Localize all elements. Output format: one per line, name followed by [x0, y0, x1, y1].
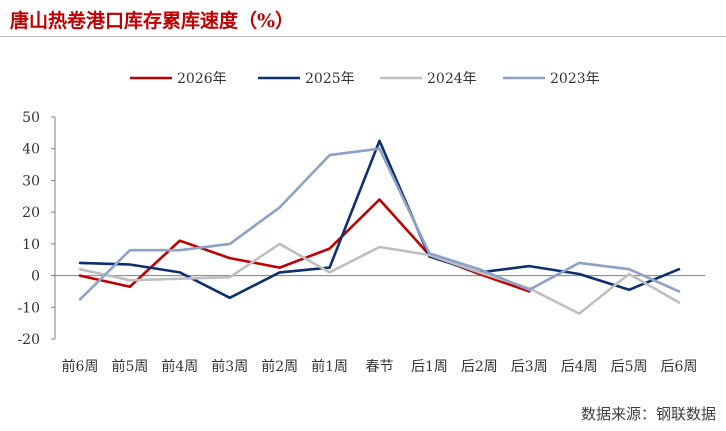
series-line-2025年 — [78, 139, 681, 300]
data-source: 数据来源：钢联数据 — [580, 405, 716, 423]
y-tick-label: 40 — [22, 142, 40, 158]
axes: -20 -10 0 10 20 30 40 50 前6周 前5周 前4周 前3周 前2周 前1周 春节 后1周… — [17, 110, 705, 375]
x-tick-label: 春节 — [366, 359, 394, 375]
x-tick-label: 后6周 — [661, 359, 698, 375]
x-tick-label: 前4周 — [161, 358, 198, 375]
title-divider — [0, 36, 726, 37]
y-tick-label: -20 — [17, 332, 40, 348]
x-tick-label: 后1周 — [411, 359, 448, 375]
chart-title: 唐山热卷港口库存累库速度（%） — [10, 10, 295, 32]
x-tick-label: 后4周 — [561, 359, 598, 375]
y-tick-label: -10 — [17, 300, 40, 316]
x-tick-label: 后5周 — [611, 359, 648, 375]
y-tick-label: 20 — [22, 205, 40, 221]
x-tick-label: 前6周 — [62, 358, 99, 375]
series-line-2023年 — [78, 147, 681, 301]
x-tick-label: 后3周 — [511, 359, 548, 375]
series-line-2026年 — [78, 198, 531, 293]
legend-label-2025年: 2025年 — [305, 71, 355, 87]
legend: 2026年 2025年 2024年 2023年 — [130, 71, 600, 87]
y-tick-label: 30 — [22, 173, 40, 189]
legend-label-2023年: 2023年 — [550, 71, 600, 87]
x-tick-label: 前2周 — [261, 358, 298, 375]
legend-label-2024年: 2024年 — [427, 71, 477, 87]
x-tick-label: 后2周 — [461, 359, 498, 375]
series-line-2024年 — [78, 242, 681, 315]
y-tick-label: 50 — [22, 110, 40, 126]
series-lines — [78, 139, 681, 315]
x-tick-label: 前5周 — [111, 358, 148, 375]
legend-label-2026年: 2026年 — [177, 71, 227, 87]
y-tick-label: 10 — [22, 237, 40, 253]
x-tick-label: 前1周 — [311, 358, 348, 375]
x-tick-label: 前3周 — [211, 358, 248, 375]
y-tick-label: 0 — [31, 269, 40, 285]
